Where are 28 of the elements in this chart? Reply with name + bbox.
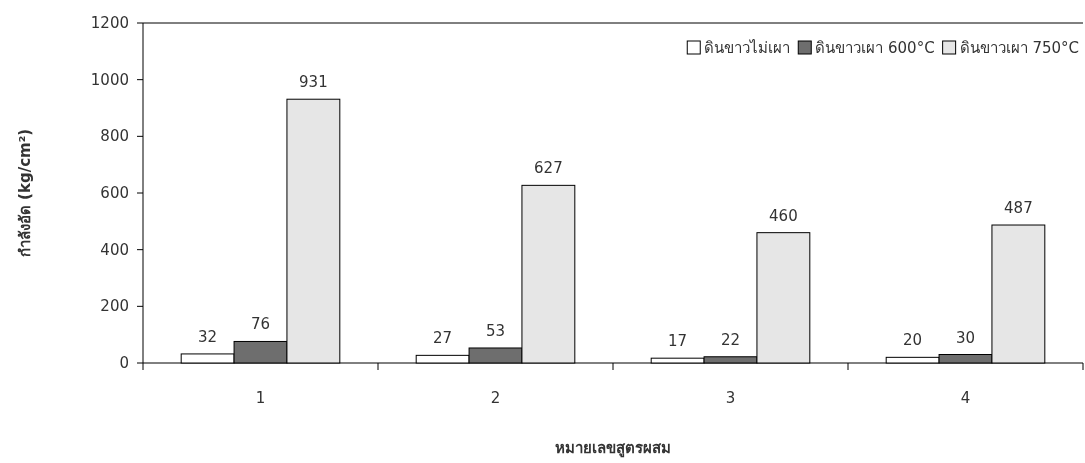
x-axis-title: หมายเลขสูตรผสม xyxy=(555,439,671,458)
y-tick-label: 1200 xyxy=(90,14,129,32)
y-tick-label: 1000 xyxy=(90,70,129,89)
data-label: 627 xyxy=(534,159,563,178)
data-label: 32 xyxy=(198,327,218,346)
legend-label: ดินขาวเผา 600°C xyxy=(815,39,935,57)
x-tick-label: 4 xyxy=(960,389,971,407)
data-label: 22 xyxy=(720,330,741,349)
data-label: 20 xyxy=(903,331,923,350)
y-tick-label: 200 xyxy=(100,297,129,316)
y-tick-label: 800 xyxy=(100,127,129,146)
y-axis-title: กำลังอัด (kg/cm²) xyxy=(16,128,34,258)
x-tick-label: 3 xyxy=(725,389,736,407)
x-tick-label: 1 xyxy=(255,389,266,407)
y-tick-label: 400 xyxy=(100,240,129,259)
data-label: 76 xyxy=(250,315,271,334)
data-label: 17 xyxy=(668,332,688,351)
data-label: 27 xyxy=(433,329,453,348)
data-label: 53 xyxy=(485,321,506,340)
y-tick-label: 0 xyxy=(119,354,129,372)
data-label: 487 xyxy=(1004,199,1033,218)
legend-label: ดินขาวเผา 750°C xyxy=(959,39,1079,57)
y-tick-label: 600 xyxy=(100,184,129,202)
data-label: 460 xyxy=(769,206,798,225)
legend-label: ดินขาวไม่เผา xyxy=(704,39,791,57)
x-tick-label: 2 xyxy=(490,389,501,407)
data-label: 30 xyxy=(955,328,976,347)
data-label: 931 xyxy=(299,73,328,92)
